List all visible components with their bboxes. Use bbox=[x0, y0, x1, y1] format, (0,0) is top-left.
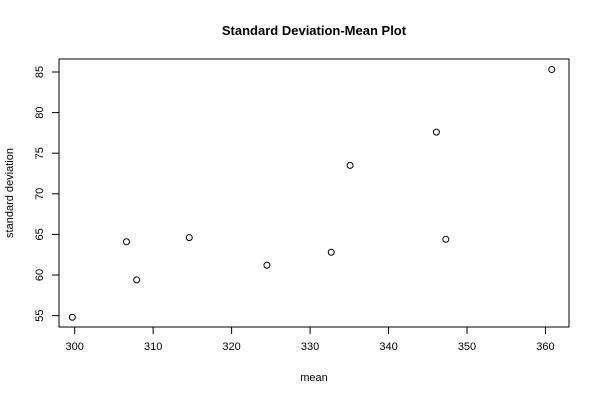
y-tick-label: 60 bbox=[34, 269, 46, 281]
y-tick-label: 65 bbox=[34, 228, 46, 240]
y-tick-label: 75 bbox=[34, 147, 46, 159]
data-point bbox=[432, 128, 440, 136]
y-axis: 55 60 65 70 75 80 85 bbox=[34, 66, 60, 322]
x-tick-label: 360 bbox=[536, 341, 554, 353]
data-point bbox=[263, 261, 271, 269]
x-tick-label: 340 bbox=[379, 341, 397, 353]
data-point bbox=[133, 276, 141, 284]
plot-frame bbox=[58, 58, 570, 328]
y-axis-label: standard deviation bbox=[4, 148, 16, 238]
data-point bbox=[442, 235, 450, 243]
x-axis-label: mean bbox=[300, 372, 328, 384]
y-tick-label: 80 bbox=[34, 106, 46, 118]
y-tick-label: 85 bbox=[34, 66, 46, 78]
data-point bbox=[327, 248, 335, 256]
data-point bbox=[122, 238, 130, 246]
x-tick-label: 330 bbox=[301, 341, 319, 353]
data-point bbox=[548, 66, 556, 74]
y-tick-label: 70 bbox=[34, 188, 46, 200]
x-tick-label: 350 bbox=[458, 341, 476, 353]
x-axis: 300 310 320 330 340 350 360 bbox=[66, 326, 555, 353]
y-tick-label: 55 bbox=[34, 310, 46, 322]
chart-title: Standard Deviation-Mean Plot bbox=[222, 23, 407, 38]
data-point bbox=[346, 161, 354, 169]
data-points bbox=[68, 66, 556, 321]
data-point bbox=[185, 234, 193, 242]
x-tick-label: 310 bbox=[144, 341, 162, 353]
x-tick-label: 300 bbox=[66, 341, 84, 353]
data-point bbox=[68, 313, 76, 321]
x-tick-label: 320 bbox=[222, 341, 240, 353]
